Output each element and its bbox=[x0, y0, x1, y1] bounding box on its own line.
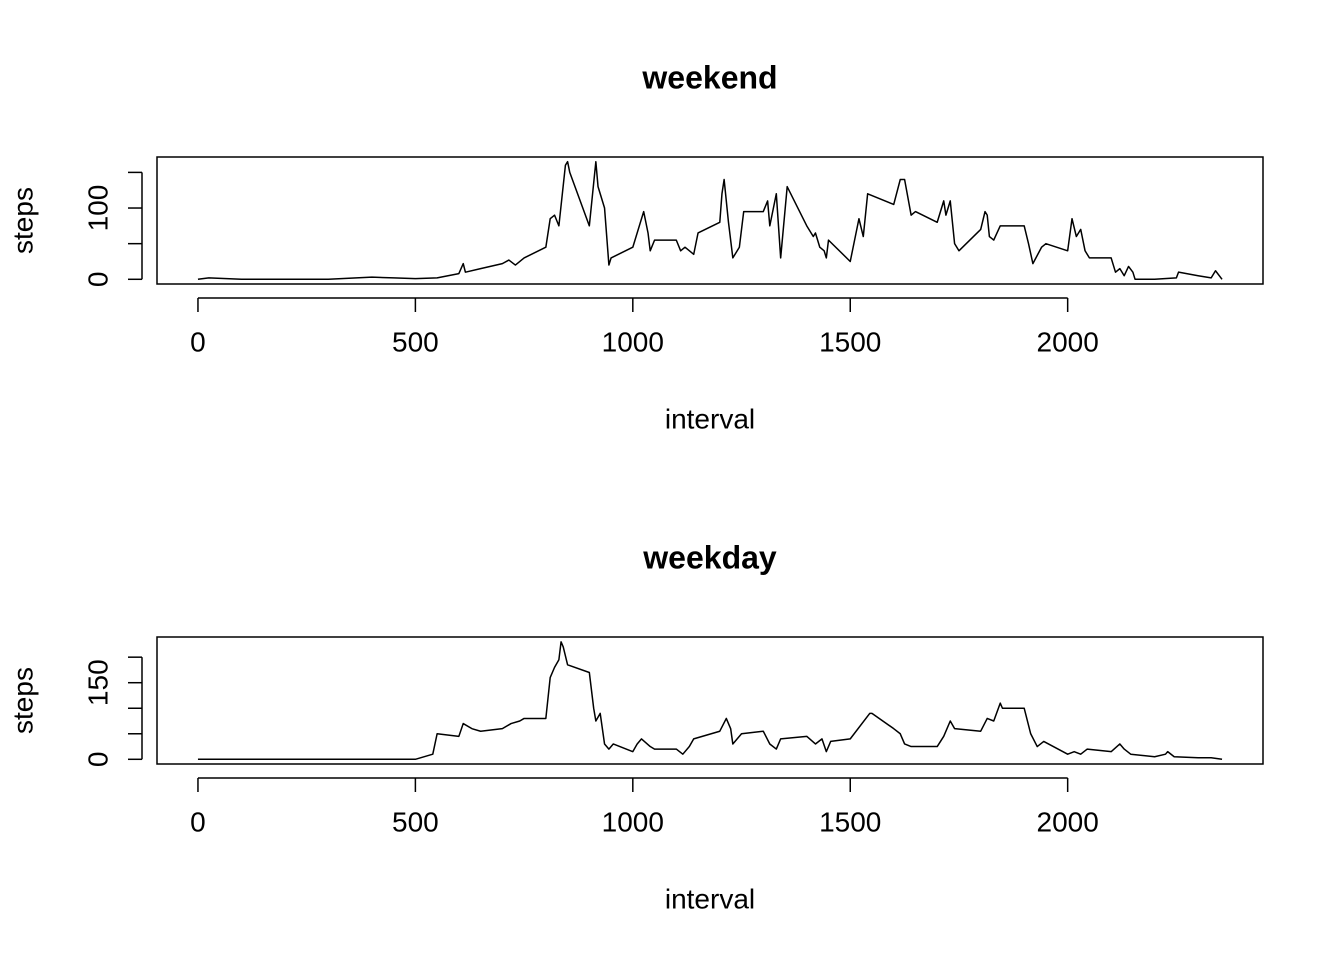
x-tick-label: 1000 bbox=[602, 326, 664, 357]
data-line bbox=[197, 160, 1223, 281]
y-tick-label: 0 bbox=[82, 752, 113, 768]
x-axis-label: interval bbox=[665, 883, 755, 914]
chart-title: weekday bbox=[642, 539, 777, 575]
x-tick-label: 500 bbox=[392, 326, 439, 357]
x-tick-label: 1000 bbox=[602, 806, 664, 837]
plot-box bbox=[156, 156, 1264, 285]
x-tick-label: 2000 bbox=[1037, 806, 1099, 837]
x-tick-label: 0 bbox=[190, 326, 206, 357]
y-tick-label: 0 bbox=[82, 272, 113, 288]
x-tick-label: 1500 bbox=[819, 326, 881, 357]
plot-box bbox=[156, 636, 1264, 765]
y-tick-label: 100 bbox=[82, 185, 113, 232]
x-tick-label: 0 bbox=[190, 806, 206, 837]
data-line bbox=[197, 641, 1223, 761]
y-tick-label: 150 bbox=[82, 659, 113, 706]
x-tick-label: 2000 bbox=[1037, 326, 1099, 357]
x-tick-label: 1500 bbox=[819, 806, 881, 837]
chart-title: weekend bbox=[641, 59, 777, 95]
y-axis-label: steps bbox=[7, 187, 38, 254]
x-axis-label: interval bbox=[665, 403, 755, 434]
y-axis-label: steps bbox=[7, 667, 38, 734]
x-tick-label: 500 bbox=[392, 806, 439, 837]
